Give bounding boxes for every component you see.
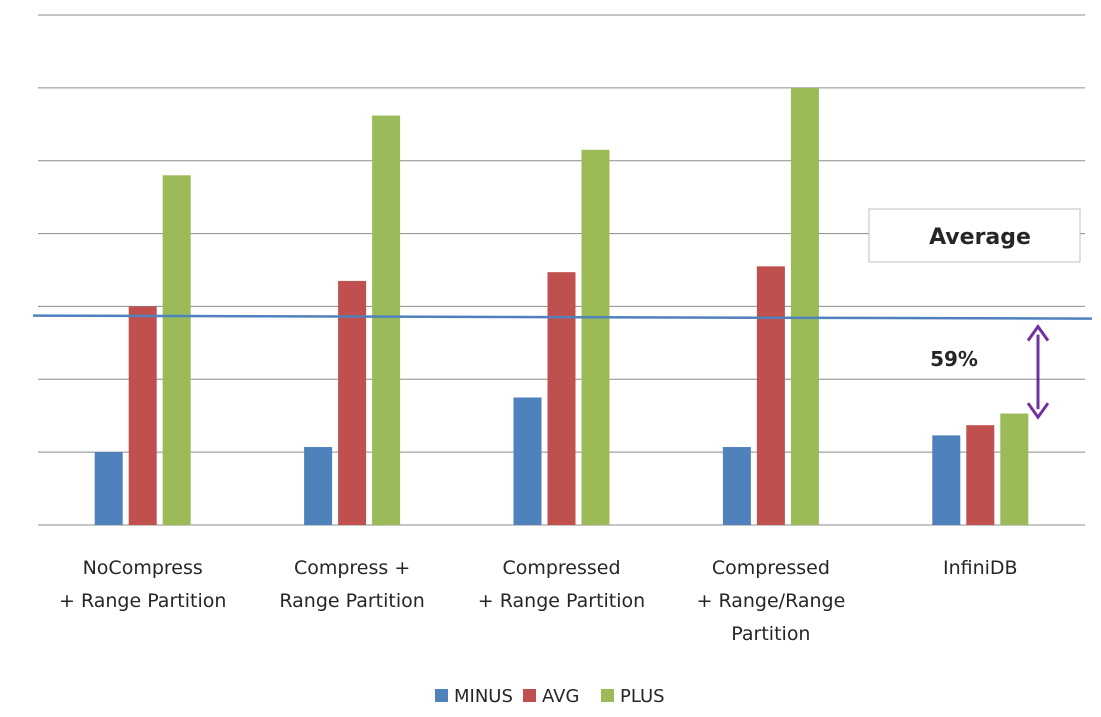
annotations: Average 59% <box>868 208 1081 420</box>
category-label-line: NoCompress <box>83 557 203 579</box>
legend-label-avg: AVG <box>542 686 579 707</box>
category-label-line: Compressed <box>712 557 830 579</box>
difference-label: 59% <box>930 347 978 371</box>
bar-minus-2 <box>304 447 333 525</box>
bar-avg-1 <box>128 306 157 525</box>
difference-arrow <box>1026 324 1050 420</box>
bar-avg-5 <box>966 425 995 525</box>
bar-avg-2 <box>338 280 367 525</box>
average-line <box>32 314 1093 320</box>
bar-minus-4 <box>722 447 751 525</box>
bar-minus-5 <box>932 435 961 525</box>
category-label-line: + Range/Range <box>696 590 845 612</box>
average-box-label: Average <box>929 225 1031 250</box>
category-label-3: Compressed + Range Partition <box>478 557 645 612</box>
bar-minus-3 <box>513 397 542 525</box>
bar-plus-4 <box>790 87 819 525</box>
legend-label-minus: MINUS <box>454 686 513 707</box>
arrow-head-down <box>1026 402 1050 420</box>
bar-minus-1 <box>94 452 123 525</box>
bar-plus-2 <box>372 115 401 526</box>
category-label-line: + Range Partition <box>59 590 226 612</box>
category-label-line: Compress + <box>294 557 410 579</box>
category-label-line: Partition <box>731 623 810 645</box>
legend-label-plus: PLUS <box>620 686 665 707</box>
category-label-1: NoCompress + Range Partition <box>59 557 226 612</box>
bar-avg-3 <box>547 272 576 525</box>
bars <box>94 87 1029 526</box>
category-label-line: InfiniDB <box>943 557 1018 579</box>
category-label-4: Compressed + Range/Range Partition <box>696 557 845 645</box>
bar-plus-3 <box>581 149 610 526</box>
legend: MINUS AVG PLUS <box>435 686 665 707</box>
category-label-line: Range Partition <box>279 590 424 612</box>
legend-swatch-avg <box>523 689 536 702</box>
bar-plus-5 <box>1000 413 1029 525</box>
bar-plus-1 <box>162 175 191 526</box>
average-box <box>868 208 1081 263</box>
legend-swatch-plus <box>601 689 614 702</box>
arrow-head-up <box>1026 324 1050 342</box>
category-label-5: InfiniDB <box>943 557 1018 579</box>
category-label-2: Compress + Range Partition <box>279 557 424 612</box>
bar-avg-4 <box>756 266 785 525</box>
average-line-group <box>32 314 1093 320</box>
category-label-line: Compressed <box>502 557 620 579</box>
legend-swatch-minus <box>435 689 448 702</box>
category-labels: NoCompress + Range Partition Compress + Ran… <box>59 557 1018 645</box>
category-label-line: + Range Partition <box>478 590 645 612</box>
